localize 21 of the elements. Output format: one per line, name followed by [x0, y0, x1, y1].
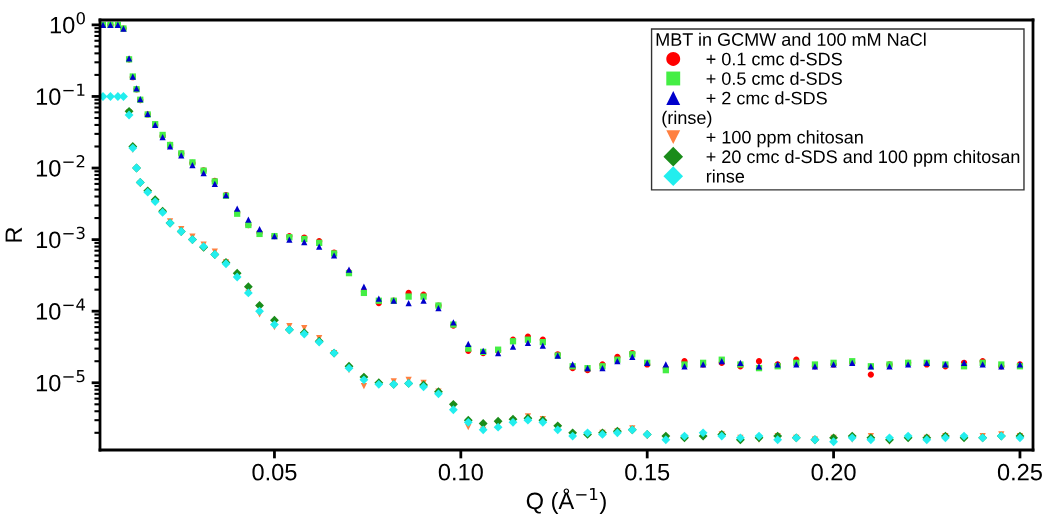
y-axis-title: R — [5, 227, 22, 242]
y-tick-label: 10$^{0}$ — [50, 11, 85, 34]
legend-title: MBT in GCMW and 100 mM NaCl — [656, 32, 926, 46]
y-tick-label: 10$^{−1}$ — [36, 83, 85, 106]
x-tick-label: 0.20 — [811, 463, 856, 481]
y-tick-label: 10$^{−5}$ — [36, 370, 85, 392]
legend-label: + 2 cmc d-SDS — [706, 91, 827, 105]
legend-label: + 0.1 cmc d-SDS — [706, 52, 842, 66]
annotation: (rinse) — [662, 110, 712, 128]
legend-label: + 20 cmc d-SDS and 100 ppm chitosan — [706, 149, 1020, 167]
legend-label: + 0.5 cmc d-SDS — [706, 71, 842, 85]
legend-label: + 100 ppm chitosan — [706, 130, 863, 148]
legend-label: rinse — [706, 169, 745, 183]
y-tick-label: 10$^{−2}$ — [36, 155, 85, 177]
y-tick-label: 10$^{−4}$ — [36, 298, 86, 320]
x-tick-label: 0.25 — [997, 463, 1042, 481]
x-tick-label: 0.15 — [625, 463, 670, 481]
y-tick-label: 10$^{−3}$ — [36, 226, 85, 249]
x-axis-title: Q (Å$^{−1}$) — [526, 487, 606, 514]
x-tick-label: 0.10 — [438, 463, 483, 481]
x-tick-label: 0.05 — [252, 463, 297, 481]
